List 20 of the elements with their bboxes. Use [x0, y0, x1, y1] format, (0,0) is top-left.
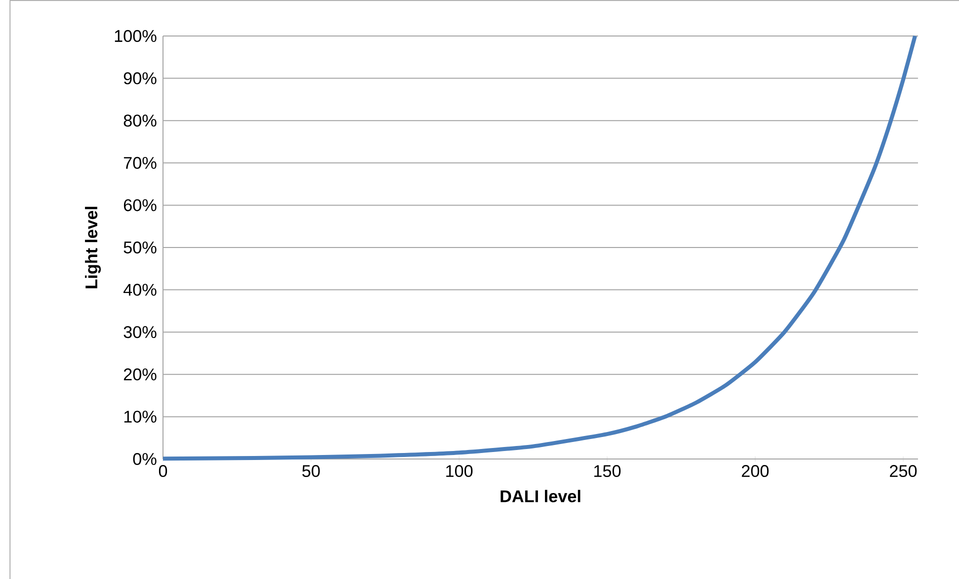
y-tick-label: 0% [133, 453, 156, 465]
y-tick-label: 10% [124, 410, 156, 423]
x-tick-label: 0 [158, 465, 168, 478]
x-tick-label: 150 [594, 465, 621, 478]
y-axis-title: Light level [84, 206, 101, 288]
x-tick-label: 250 [890, 465, 917, 478]
x-tick-label: 200 [742, 465, 769, 478]
y-tick-label: 60% [124, 199, 156, 212]
y-tick-label: 80% [124, 114, 156, 127]
y-tick-label: 40% [123, 284, 156, 296]
y-tick-label: 90% [124, 72, 156, 84]
y-tick-label: 20% [124, 368, 156, 380]
x-axis-title: DALI level [500, 490, 580, 502]
y-tick-label: 30% [124, 326, 156, 338]
y-tick-label: 100% [114, 30, 156, 42]
y-tick-label: 70% [124, 156, 156, 169]
x-tick-label: 50 [302, 465, 320, 478]
y-tick-label: 50% [124, 242, 156, 254]
line-series [161, 34, 918, 461]
x-tick-label: 100 [446, 465, 473, 478]
